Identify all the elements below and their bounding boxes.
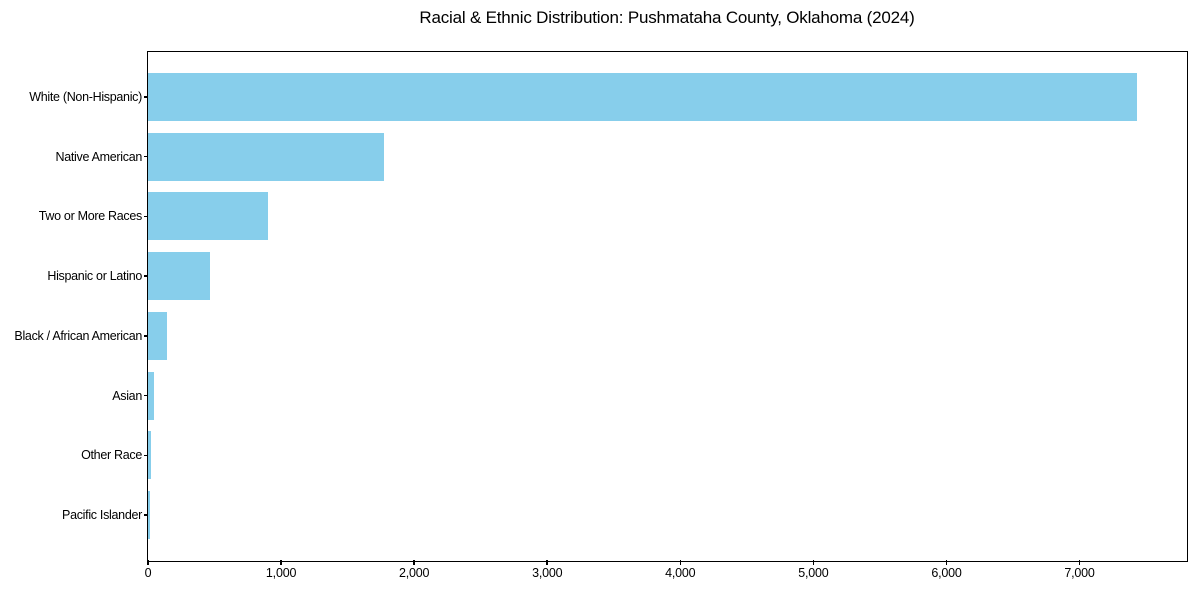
x-tick-label: 2,000 xyxy=(399,566,430,580)
bar-native-american xyxy=(148,132,385,181)
y-tick-mark xyxy=(143,454,148,456)
y-tick-label-hispanic-or-latino: Hispanic or Latino xyxy=(47,269,142,284)
x-tick-mark xyxy=(1078,560,1081,565)
y-tick-mark xyxy=(143,155,148,158)
bar-two-or-more-races xyxy=(148,192,268,241)
y-tick-mark xyxy=(143,96,148,98)
y-tick-label-black-african-american: Black / African American xyxy=(14,328,142,343)
x-tick-label: 0 xyxy=(144,566,152,580)
bar-pacific-islander xyxy=(148,490,150,539)
x-tick-mark xyxy=(147,560,149,565)
y-tick-label-other-race: Other Race xyxy=(81,448,142,463)
x-tick-label: 5,000 xyxy=(798,566,829,580)
bar-other-race xyxy=(148,431,151,480)
bar-black-african-american xyxy=(148,311,167,360)
bar-white-non-hispanic xyxy=(148,73,1137,121)
y-tick-label-asian: Asian xyxy=(112,388,142,403)
y-tick-mark xyxy=(143,514,148,516)
chart-title: Racial & Ethnic Distribution: Pushmataha… xyxy=(419,8,915,27)
y-tick-mark xyxy=(143,275,148,277)
x-tick-label: 6,000 xyxy=(931,566,962,580)
x-tick-mark xyxy=(280,560,282,565)
bar-asian xyxy=(148,371,154,420)
y-tick-label-native-american: Native American xyxy=(55,149,142,164)
x-tick-mark xyxy=(413,560,415,565)
y-tick-mark xyxy=(143,215,148,218)
x-tick-mark xyxy=(812,560,815,565)
plot-area xyxy=(148,52,1186,560)
x-tick-label: 7,000 xyxy=(1064,566,1095,580)
x-tick-mark xyxy=(546,560,548,565)
x-tick-label: 4,000 xyxy=(665,566,696,580)
y-tick-label-two-or-more-races: Two or More Races xyxy=(38,209,143,224)
plot-border xyxy=(146,50,1188,562)
x-tick-mark xyxy=(945,560,948,565)
y-tick-label-pacific-islander: Pacific Islander xyxy=(62,507,142,522)
y-tick-label-white-non-hispanic: White (Non-Hispanic) xyxy=(29,90,142,104)
x-tick-label: 1,000 xyxy=(265,566,297,580)
y-axis-labels: White (Non-Hispanic) Native American Two o… xyxy=(0,52,142,560)
x-tick-mark xyxy=(679,560,682,565)
y-tick-mark xyxy=(143,335,148,337)
bar-hispanic-or-latino xyxy=(148,252,210,301)
y-tick-mark xyxy=(143,394,148,397)
x-tick-label: 3,000 xyxy=(532,566,563,580)
